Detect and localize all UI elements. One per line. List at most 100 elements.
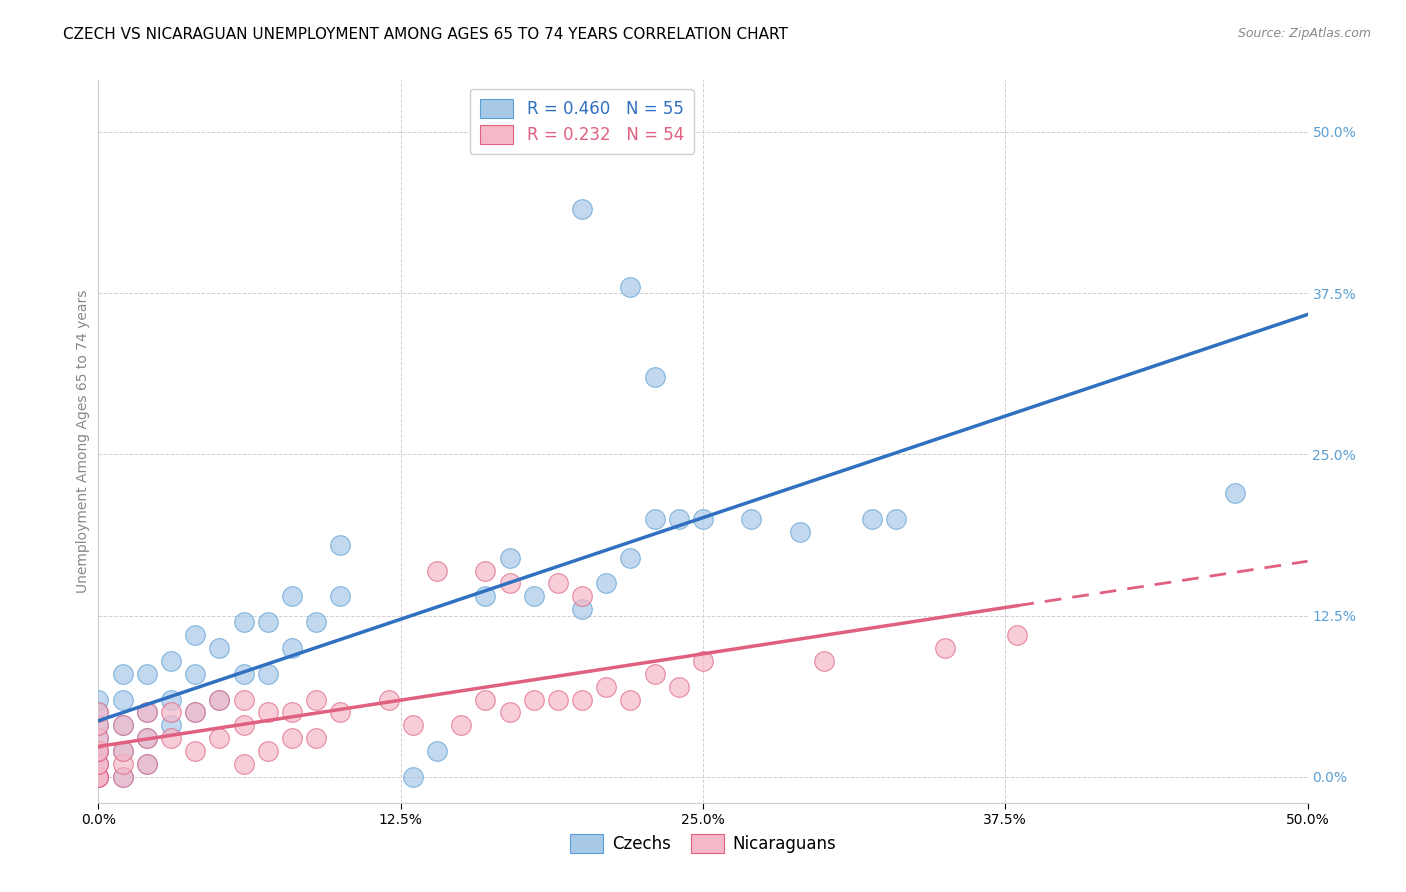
Point <box>87 757 110 772</box>
Point <box>87 706 110 720</box>
Y-axis label: Unemployment Among Ages 65 to 74 years: Unemployment Among Ages 65 to 74 years <box>76 290 90 593</box>
Point <box>184 666 207 681</box>
Point <box>135 666 157 681</box>
Point <box>160 731 183 746</box>
Point <box>329 538 352 552</box>
Point <box>87 770 110 784</box>
Point <box>135 757 157 772</box>
Point <box>232 615 254 630</box>
Point <box>87 757 110 772</box>
Point <box>184 706 207 720</box>
Point <box>87 731 110 746</box>
Point <box>523 590 546 604</box>
Point <box>305 615 328 630</box>
Point <box>789 524 811 539</box>
Point <box>208 692 231 706</box>
Point <box>87 770 110 784</box>
Point <box>934 640 956 655</box>
Point <box>135 731 157 746</box>
Point <box>232 757 254 772</box>
Point <box>547 692 569 706</box>
Point <box>402 718 425 732</box>
Point <box>160 706 183 720</box>
Point <box>886 512 908 526</box>
Point <box>232 666 254 681</box>
Point <box>571 590 593 604</box>
Point <box>860 512 883 526</box>
Point <box>281 706 304 720</box>
Point <box>1223 486 1246 500</box>
Point <box>87 731 110 746</box>
Point <box>87 718 110 732</box>
Point <box>281 731 304 746</box>
Point <box>184 744 207 758</box>
Point <box>135 706 157 720</box>
Point <box>87 770 110 784</box>
Point <box>135 706 157 720</box>
Point <box>644 370 666 384</box>
Point <box>692 654 714 668</box>
Point <box>87 744 110 758</box>
Point <box>281 590 304 604</box>
Point <box>595 680 617 694</box>
Point <box>474 564 496 578</box>
Point <box>160 654 183 668</box>
Point <box>135 757 157 772</box>
Point <box>111 718 134 732</box>
Point <box>547 576 569 591</box>
Point <box>256 615 278 630</box>
Point <box>426 744 449 758</box>
Point <box>740 512 762 526</box>
Point <box>329 706 352 720</box>
Point <box>111 718 134 732</box>
Point <box>281 640 304 655</box>
Point <box>619 279 641 293</box>
Point <box>87 744 110 758</box>
Point <box>87 757 110 772</box>
Point <box>644 512 666 526</box>
Point <box>426 564 449 578</box>
Point <box>474 590 496 604</box>
Point <box>208 692 231 706</box>
Point <box>160 718 183 732</box>
Point <box>232 692 254 706</box>
Point <box>184 628 207 642</box>
Point <box>377 692 399 706</box>
Point <box>474 692 496 706</box>
Point <box>111 770 134 784</box>
Point <box>498 576 520 591</box>
Point <box>619 692 641 706</box>
Point <box>595 576 617 591</box>
Point <box>111 692 134 706</box>
Point <box>692 512 714 526</box>
Point <box>305 692 328 706</box>
Point <box>644 666 666 681</box>
Point <box>498 550 520 565</box>
Point <box>111 666 134 681</box>
Point <box>111 770 134 784</box>
Point <box>329 590 352 604</box>
Text: Source: ZipAtlas.com: Source: ZipAtlas.com <box>1237 27 1371 40</box>
Point <box>160 692 183 706</box>
Text: CZECH VS NICARAGUAN UNEMPLOYMENT AMONG AGES 65 TO 74 YEARS CORRELATION CHART: CZECH VS NICARAGUAN UNEMPLOYMENT AMONG A… <box>63 27 789 42</box>
Point <box>256 666 278 681</box>
Point <box>813 654 835 668</box>
Point <box>256 706 278 720</box>
Point <box>184 706 207 720</box>
Point <box>87 706 110 720</box>
Point <box>450 718 472 732</box>
Point <box>208 731 231 746</box>
Point <box>87 692 110 706</box>
Point <box>111 744 134 758</box>
Point <box>619 550 641 565</box>
Point <box>305 731 328 746</box>
Point <box>402 770 425 784</box>
Point <box>1007 628 1029 642</box>
Legend: Czechs, Nicaraguans: Czechs, Nicaraguans <box>564 827 842 860</box>
Point <box>571 602 593 616</box>
Point <box>87 770 110 784</box>
Point <box>523 692 546 706</box>
Point <box>87 770 110 784</box>
Point <box>87 718 110 732</box>
Point <box>135 731 157 746</box>
